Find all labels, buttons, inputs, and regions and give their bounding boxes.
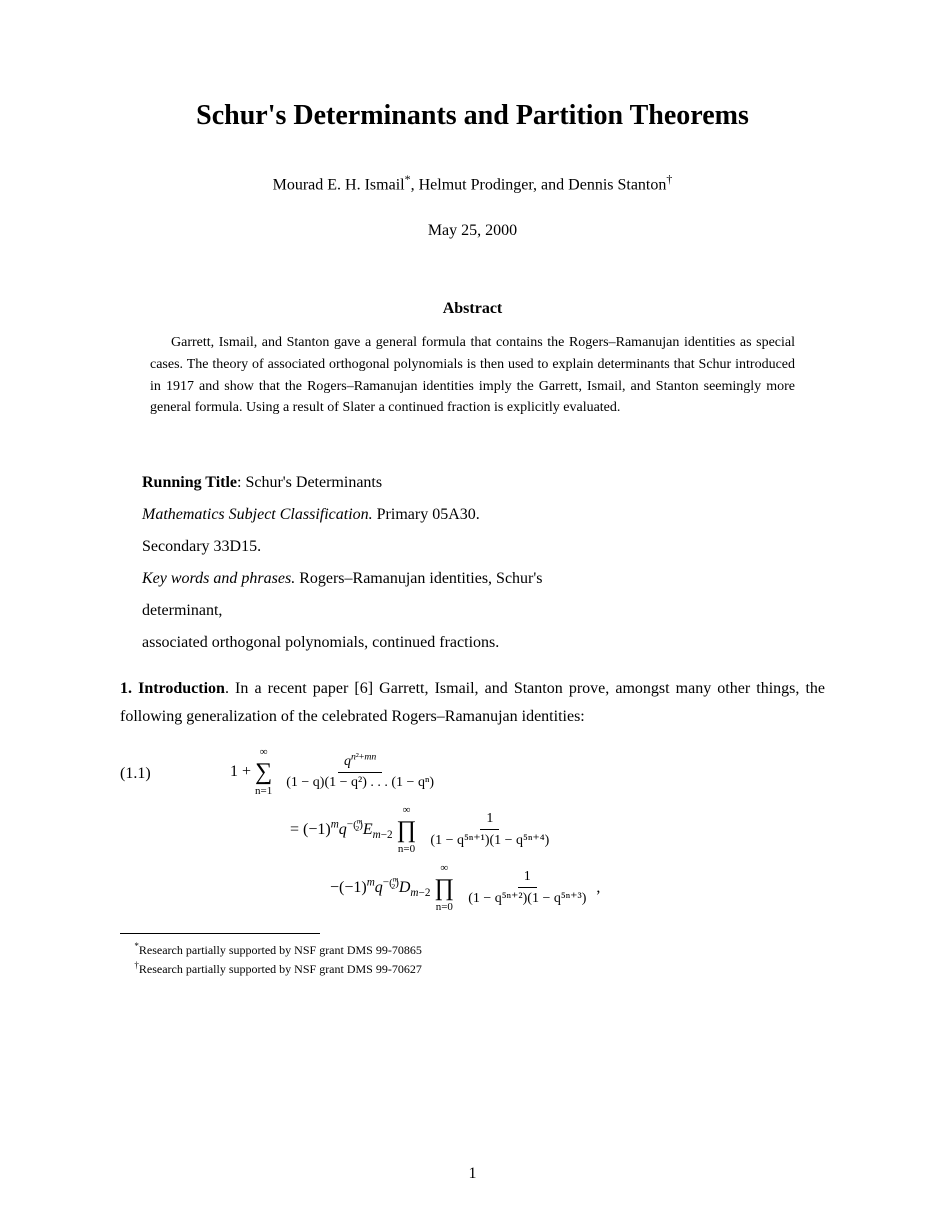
frac-2-num: 1 xyxy=(480,811,499,830)
section-label: 1. Introduction xyxy=(120,680,225,697)
frac-3-den: (1 − q⁵ⁿ⁺²)(1 − q⁵ⁿ⁺³) xyxy=(462,888,592,907)
msc-primary-line: Mathematics Subject Classification. Prim… xyxy=(142,499,825,531)
footnote-2-text: Research partially supported by NSF gran… xyxy=(139,962,422,976)
eq-line-1: 1 + ∞ ∑ n=1 qn²+mn (1 − q)(1 − q²) . . .… xyxy=(230,747,825,797)
msc-label: Mathematics Subject Classification. xyxy=(142,506,373,523)
author-1: Mourad E. H. Ismail xyxy=(273,176,405,193)
abstract-heading: Abstract xyxy=(120,300,825,318)
sum-bot: n=1 xyxy=(255,786,272,797)
msc-secondary-line: Secondary 33D15. xyxy=(142,531,825,563)
paper-title: Schur's Determinants and Partition Theor… xyxy=(120,100,825,132)
prod-top: ∞ xyxy=(403,805,411,816)
running-title-line: Running Title: Schur's Determinants xyxy=(142,467,825,499)
prod-symbol-1: ∞ ∏ n=0 xyxy=(397,805,417,855)
eq-line-3: −(−1)mq−(m2)Dm−2 ∞ ∏ n=0 1 (1 − q⁵ⁿ⁺²)(1… xyxy=(330,863,825,913)
author-3-marker: † xyxy=(666,172,672,186)
running-title-label: Running Title xyxy=(142,474,237,491)
footnote-2: †Research partially supported by NSF gra… xyxy=(120,959,825,978)
page-number: 1 xyxy=(0,1165,945,1183)
abstract-text: Garrett, Ismail, and Stanton gave a gene… xyxy=(150,332,795,419)
footnote-rule xyxy=(120,933,320,934)
equation-number: (1.1) xyxy=(120,765,151,783)
equation-content: 1 + ∞ ∑ n=1 qn²+mn (1 − q)(1 − q²) . . .… xyxy=(230,747,825,913)
keywords-1: Rogers–Ramanujan identities, Schur's xyxy=(295,570,542,587)
keywords-line-2: determinant, xyxy=(142,595,825,627)
frac-3-num: 1 xyxy=(518,869,537,888)
fraction-1: qn²+mn (1 − q)(1 − q²) . . . (1 − qⁿ) xyxy=(280,754,440,791)
footnote-1: *Research partially supported by NSF gra… xyxy=(120,940,825,959)
sep2: , and xyxy=(533,176,568,193)
frac-2-den: (1 − q⁵ⁿ⁺¹)(1 − q⁵ⁿ⁺⁴) xyxy=(424,830,555,849)
eq-text: 1 + xyxy=(230,763,251,781)
authors-line: Mourad E. H. Ismail*, Helmut Prodinger, … xyxy=(120,172,825,194)
frac-1-den: (1 − q)(1 − q²) . . . (1 − qⁿ) xyxy=(280,773,440,791)
eq-line-2: = (−1)mq−(m2)Em−2 ∞ ∏ n=0 1 (1 − q⁵ⁿ⁺¹)(… xyxy=(290,805,825,855)
paper-date: May 25, 2000 xyxy=(120,222,825,240)
section-body: . In a recent paper [6] Garrett, Ismail,… xyxy=(120,680,825,725)
prod-bot: n=0 xyxy=(398,844,415,855)
fraction-3: 1 (1 − q⁵ⁿ⁺²)(1 − q⁵ⁿ⁺³) xyxy=(462,869,592,907)
prod-pi-2: ∏ xyxy=(434,876,454,900)
author-2: Helmut Prodinger xyxy=(419,176,533,193)
sum-symbol: ∞ ∑ n=1 xyxy=(255,747,272,797)
equation-1-1: (1.1) 1 + ∞ ∑ n=1 qn²+mn (1 − q)(1 − q²)… xyxy=(120,747,825,913)
sum-sigma: ∑ xyxy=(255,760,272,784)
eq-text: −(−1)mq−(m2)Dm−2 xyxy=(330,879,430,897)
eq-end: , xyxy=(596,879,600,897)
fraction-2: 1 (1 − q⁵ⁿ⁺¹)(1 − q⁵ⁿ⁺⁴) xyxy=(424,811,555,849)
msc-primary: Primary 05A30. xyxy=(373,506,480,523)
metadata-block: Running Title: Schur's Determinants Math… xyxy=(142,467,825,659)
author-3: Dennis Stanton xyxy=(568,176,666,193)
prod-symbol-2: ∞ ∏ n=0 xyxy=(434,863,454,913)
prod-pi: ∏ xyxy=(397,818,417,842)
keywords-line-1: Key words and phrases. Rogers–Ramanujan … xyxy=(142,563,825,595)
footnote-1-text: Research partially supported by NSF gran… xyxy=(139,943,422,957)
running-title-value: : Schur's Determinants xyxy=(237,474,382,491)
section-1-intro: 1. Introduction. In a recent paper [6] G… xyxy=(120,675,825,731)
eq-text: = (−1)mq−(m2)Em−2 xyxy=(290,821,393,839)
frac-1-num: qn²+mn xyxy=(338,754,382,773)
prod-bot-2: n=0 xyxy=(436,902,453,913)
sep1: , xyxy=(411,176,419,193)
sum-top: ∞ xyxy=(260,747,268,758)
keywords-label: Key words and phrases. xyxy=(142,570,295,587)
keywords-line-3: associated orthogonal polynomials, conti… xyxy=(142,627,825,659)
prod-top-2: ∞ xyxy=(440,863,448,874)
